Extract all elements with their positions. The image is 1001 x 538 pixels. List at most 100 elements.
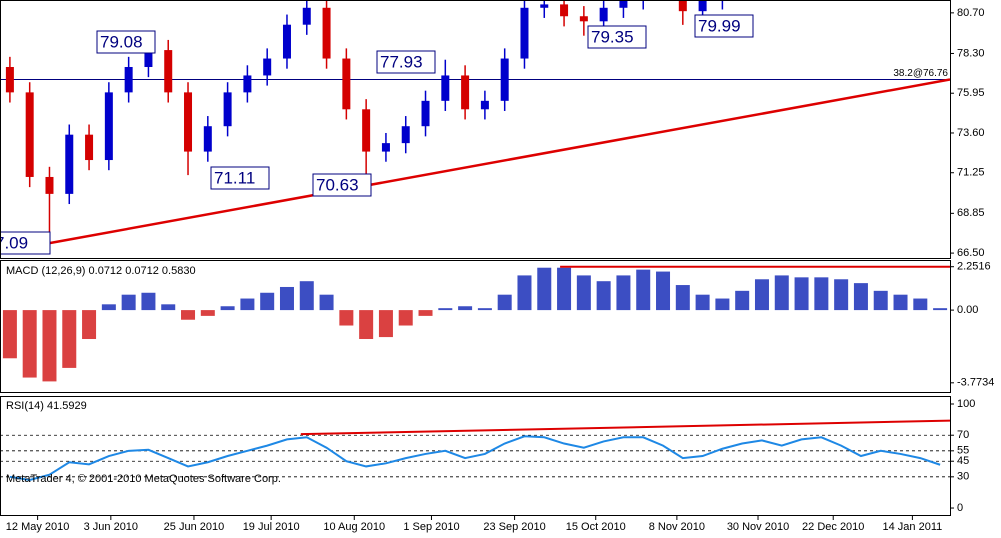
macd-bar [794,277,809,311]
macd-bar [279,286,294,311]
y-tick-label: 66.50 [957,247,985,259]
macd-bar [873,290,888,311]
y-tick-label: 100 [957,398,975,410]
macd-bar [42,310,57,382]
macd-bar [675,285,690,311]
candle-body [322,7,331,59]
macd-bar [438,308,453,311]
y-tick-label: 2.2516 [957,261,991,273]
macd-bar [2,310,17,359]
macd-bar [141,292,156,311]
macd-bar [62,310,77,368]
price-label: 70.63 [316,175,359,194]
price-label-box [0,231,51,255]
macd-bar [853,283,868,311]
candle-body [342,58,351,110]
x-tick-label: 15 Oct 2010 [566,521,626,533]
candle-body [282,24,291,59]
price-label: 79.08 [100,32,143,51]
candle-body [599,7,608,22]
macd-bar [181,310,196,320]
candle-body [480,100,489,110]
candle-body [184,92,193,152]
macd-bar [656,271,671,311]
trendline [49,78,950,245]
macd-bar [240,298,255,311]
candle-body [203,126,212,152]
x-tick-label: 14 Jan 2011 [883,521,943,533]
macd-bar [834,279,849,311]
y-tick-label: 80.70 [957,7,985,19]
panel-title: MACD (12,26,9) 0.0712 0.0712 0.5830 [6,265,196,277]
macd-bar [299,281,314,311]
macd-bar [339,310,354,326]
macd-bar [616,275,631,311]
macd-bar [636,269,651,311]
macd-bar [82,310,97,340]
x-tick-label: 10 Aug 2010 [323,521,385,533]
candle-body [362,109,371,152]
candle-body [263,58,272,76]
candle-body [243,75,252,93]
price-label-box [96,30,156,54]
y-tick-label: 71.25 [957,167,985,179]
macd-bar [735,290,750,311]
x-tick-label: 30 Nov 2010 [727,521,789,533]
candle-body [421,100,430,127]
macd-frame [0,260,951,393]
candle-body [104,92,113,161]
candle-body [579,16,588,22]
macd-bar [497,294,512,311]
macd-bar [933,308,948,311]
macd-bar [754,279,769,311]
price-label: 71.11 [214,168,255,187]
y-tick-label: 68.85 [957,207,985,219]
x-tick-label: 19 Jul 2010 [243,521,300,533]
candle-body [500,58,509,101]
axes: 80.70 78.30 75.95 73.60 71.25 68.85 66.50 38.2@… [0,7,994,533]
macd-bar [260,292,275,311]
macd-bar [458,306,473,311]
candle-body [25,92,34,177]
macd-bar [22,310,37,378]
macd-bar [715,298,730,311]
macd-bar [378,310,393,338]
x-tick-label: 3 Jun 2010 [84,521,138,533]
price-label-box [210,166,270,190]
price-label-box [587,25,647,49]
macd-bar [913,298,928,311]
candle-body [65,134,74,194]
candle-body [461,75,470,110]
candle-body [401,126,410,144]
y-tick-label: 75.95 [957,87,985,99]
x-tick-label: 12 May 2010 [6,521,70,533]
macd-bar [121,294,136,311]
macd-bar [893,294,908,311]
macd-bar [200,310,215,316]
candle-body [5,66,14,93]
candle-body [381,143,390,152]
y-tick-label: 30 [957,471,969,483]
y-tick-label: -3.7734 [957,377,994,389]
macd-bar [418,310,433,316]
price-panel [0,0,950,245]
macd-bar [477,308,492,311]
candle-body [441,75,450,101]
fib-level-label: 38.2@76.76 [893,68,948,79]
candle-body [144,50,153,67]
macd-bar [576,275,591,311]
macd-bar [537,267,552,311]
y-tick-label: 55 [957,445,969,457]
y-tick-label: 73.60 [957,127,985,139]
x-tick-label: 1 Sep 2010 [403,521,459,533]
y-tick-label: 45 [957,455,969,467]
trendline [300,419,950,436]
candle-body [223,92,232,127]
macd-bar [517,275,532,311]
x-tick-label: 25 Jun 2010 [164,521,225,533]
panel-title: RSI(14) 41.5929 [6,400,87,412]
macd-bar [220,306,235,311]
candle-body [45,176,54,194]
price-label: 79.35 [591,27,634,46]
